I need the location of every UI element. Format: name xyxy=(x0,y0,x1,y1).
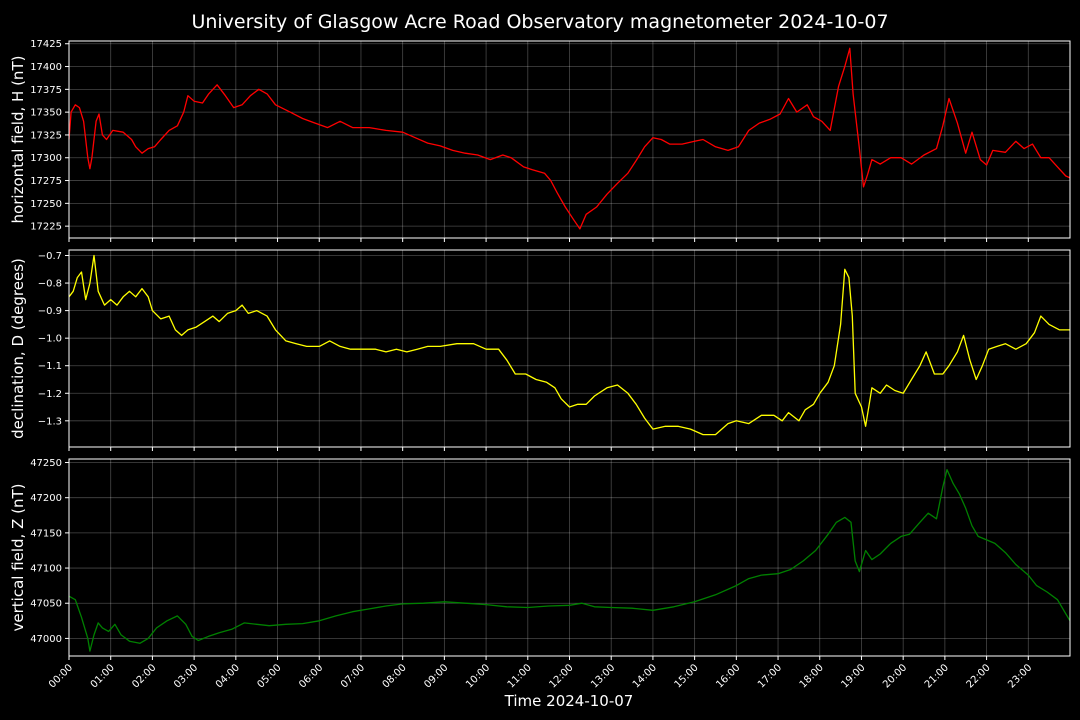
y-tick-label: 17400 xyxy=(30,62,62,73)
y-tick-label: 17375 xyxy=(30,85,62,96)
y-tick-label: −1.1 xyxy=(38,361,62,372)
y-tick-label: −0.7 xyxy=(38,251,62,262)
y-axis-label: horizontal field, H (nT) xyxy=(9,56,27,224)
y-tick-label: −1.2 xyxy=(38,389,62,400)
y-tick-label: 47000 xyxy=(30,634,62,645)
y-axis-label: declination, D (degrees) xyxy=(9,258,27,439)
y-tick-label: 17325 xyxy=(30,130,62,141)
y-tick-label: 47250 xyxy=(30,458,62,469)
y-tick-label: 47050 xyxy=(30,599,62,610)
y-axis-label: vertical field, Z (nT) xyxy=(9,483,27,631)
y-tick-label: −0.8 xyxy=(38,279,62,290)
y-tick-label: 17350 xyxy=(30,108,62,119)
y-tick-label: 17225 xyxy=(30,222,62,233)
y-tick-label: 47150 xyxy=(30,528,62,539)
y-tick-label: −1.0 xyxy=(38,334,62,345)
axes-frame xyxy=(68,249,1071,448)
panel-1: 17225 17250 17275 17300 17325 17350 17375 17400… xyxy=(9,39,1071,242)
series-line-1 xyxy=(68,47,1071,230)
y-tick-label: 47100 xyxy=(30,564,62,575)
series-line-3 xyxy=(68,468,1071,652)
y-tick-label: 47200 xyxy=(30,493,62,504)
axes-frame xyxy=(68,458,1071,657)
y-tick-label: 17275 xyxy=(30,176,62,187)
x-axis-label: Time 2024-10-07 xyxy=(504,692,634,710)
y-tick-label: 17300 xyxy=(30,153,62,164)
y-tick-label: −0.9 xyxy=(38,306,62,317)
panel-2: −1.3 −1.2 −1.1 −1.0 −0.9 −0.8 −0.7 declination,… xyxy=(9,249,1071,451)
y-tick-label: 17250 xyxy=(30,199,62,210)
panels-group: 17225 17250 17275 17300 17325 17350 17375 17400… xyxy=(9,39,1071,691)
axes-frame xyxy=(68,40,1071,239)
y-tick-label: −1.3 xyxy=(38,416,62,427)
series-line-2 xyxy=(68,254,1070,436)
chart-title: University of Glasgow Acre Road Observat… xyxy=(191,11,888,33)
y-tick-label: 17425 xyxy=(30,39,62,50)
